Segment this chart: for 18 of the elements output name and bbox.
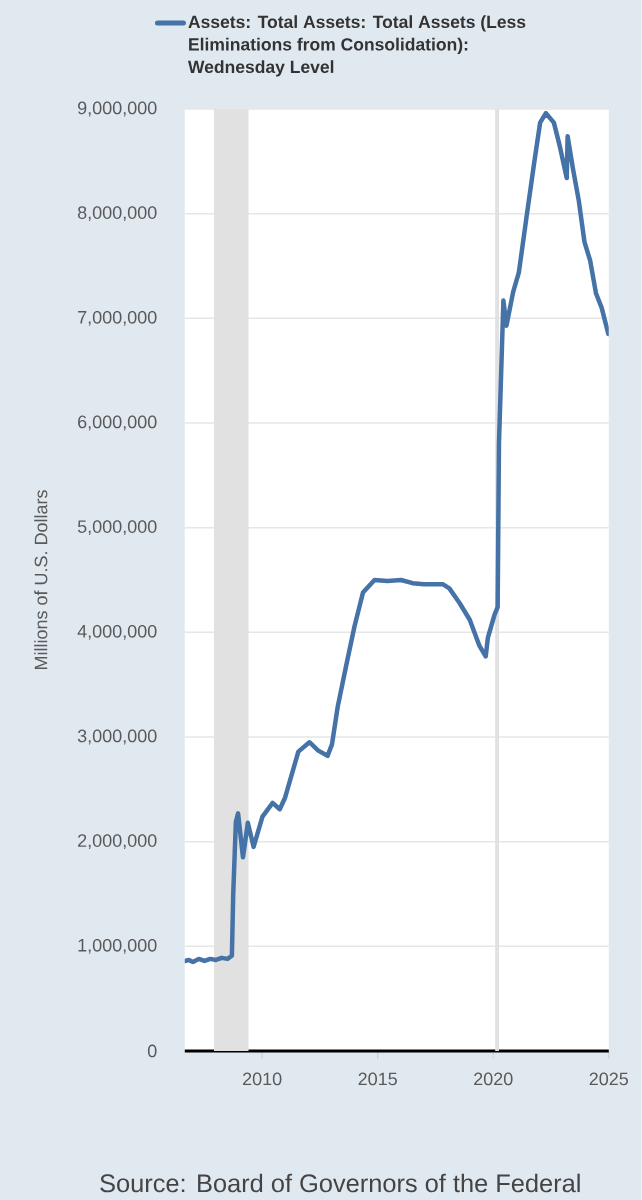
x-tick-label: 2025 [589, 1072, 629, 1086]
x-tick-label: 2020 [474, 1072, 513, 1086]
y-tick-label: 0 [148, 1044, 157, 1058]
y-tick-label: 2,000,000 [78, 834, 157, 850]
line-series [184, 110, 609, 965]
y-tick-label: 7,000,000 [78, 310, 157, 326]
y-tick-label: 1,000,000 [78, 938, 157, 954]
y-tick-label: 3,000,000 [77, 729, 157, 745]
y-tick-label: 9,000,000 [78, 101, 157, 117]
y-tick-label: 5,000,000 [78, 520, 157, 536]
y-axis-title: Millions of U.S. Dollars [34, 490, 48, 670]
legend-label: Assets: Total Assets: Total Assets (Less Eliminations from Consolidation): Wednesday Level [188, 15, 526, 77]
x-tick-label: 2010 [243, 1072, 282, 1086]
y-tick-label: 8,000,000 [78, 206, 157, 222]
source-note: Source: Board of Governors of the Federal [100, 1173, 580, 1193]
y-tick-label: 6,000,000 [78, 415, 157, 431]
x-tick-label: 2015 [358, 1072, 398, 1086]
y-tick-label: 4,000,000 [77, 624, 157, 640]
